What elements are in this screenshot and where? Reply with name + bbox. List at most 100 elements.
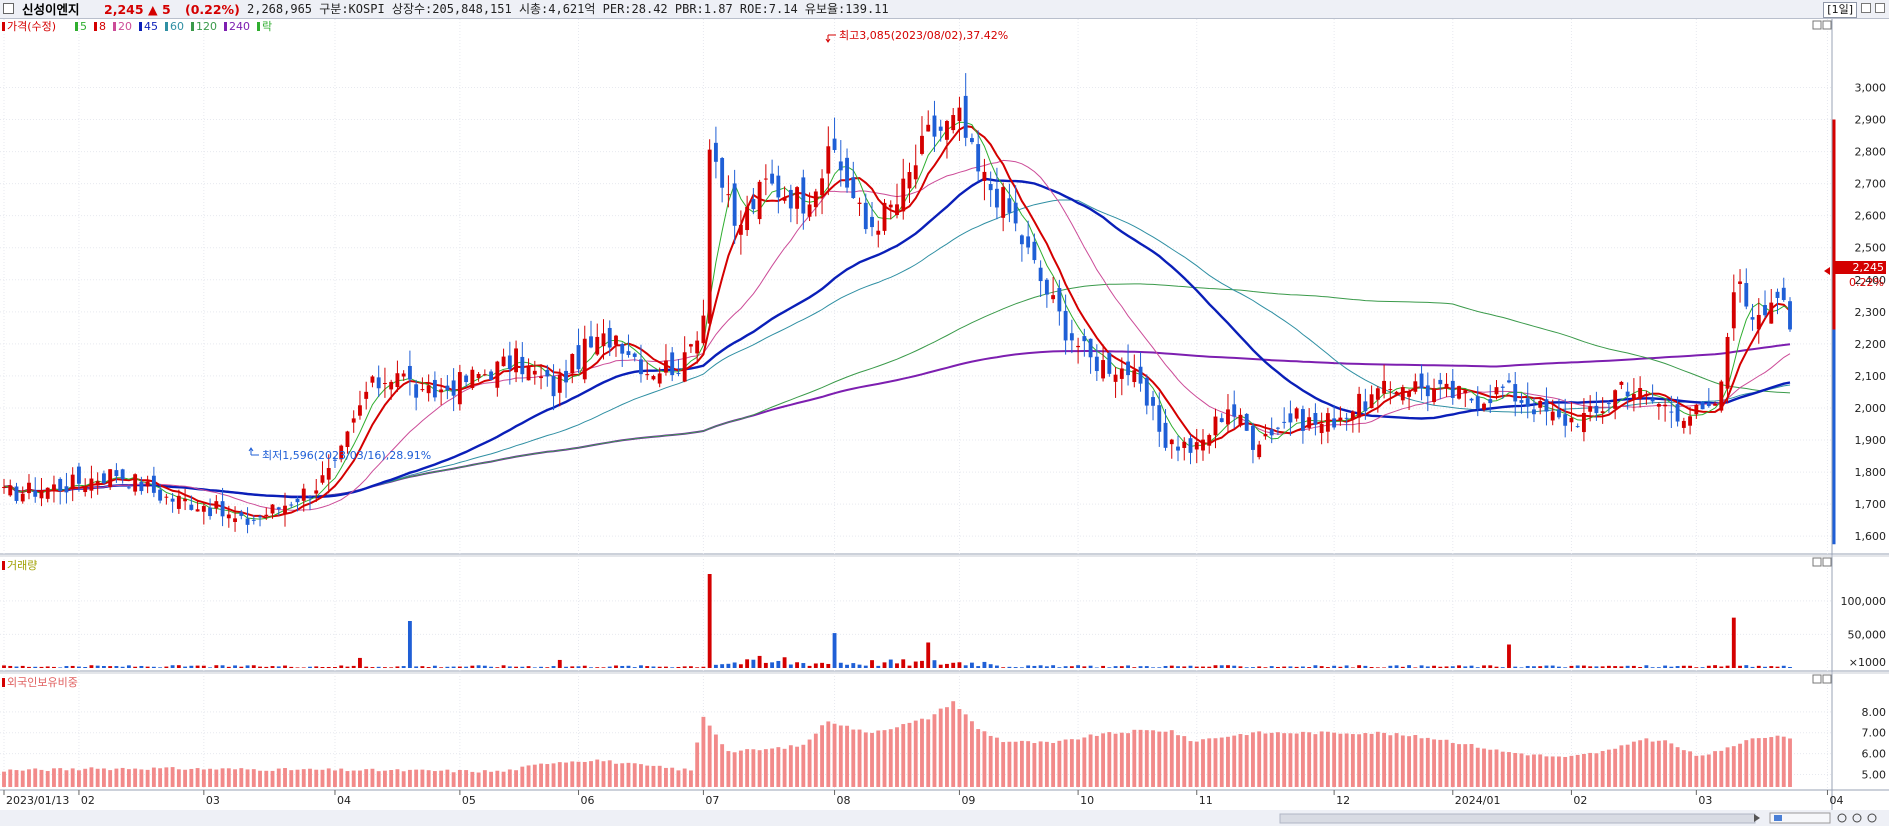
volume-bar [432, 665, 437, 668]
volume-bar [158, 667, 163, 668]
candle-body [1650, 398, 1655, 402]
legend-swatch [94, 22, 97, 31]
volume-bar [8, 665, 13, 668]
candle-body [1606, 403, 1611, 405]
volume-bar [451, 666, 456, 668]
volume-bar [1763, 666, 1767, 668]
candle-body [501, 356, 506, 367]
stock-chart[interactable]: 1,600 1,700 1,800 1,900 2,000 2,100 2,200 2,300… [0, 19, 1889, 826]
candle-body [1669, 411, 1674, 413]
volume-bar [895, 663, 899, 668]
period-selector[interactable]: [1일] [1823, 2, 1857, 18]
foreign-bar [52, 768, 56, 787]
foreign-bar [1763, 737, 1767, 787]
volume-bar [770, 662, 775, 668]
foreign-bar [1032, 743, 1037, 787]
candle-body [963, 95, 968, 138]
price-tick-label: 2,000 [1855, 402, 1887, 415]
volume-bar [1213, 665, 1218, 668]
foreign-tick-label: 6.00 [1862, 748, 1887, 761]
foreign-bar [745, 749, 750, 787]
candle-body [101, 473, 106, 484]
checkbox-icon[interactable] [3, 3, 14, 14]
legend-swatch [257, 22, 260, 31]
candle-body [1432, 388, 1436, 403]
candle-body [1038, 267, 1043, 282]
foreign-bar [1738, 743, 1742, 787]
volume-bar [1357, 665, 1362, 668]
volume-bar [745, 659, 750, 668]
volume-bar [1375, 667, 1380, 668]
candle-body [1263, 433, 1268, 437]
foreign-bar [1238, 734, 1243, 787]
volume-bar [395, 666, 400, 668]
candle-body [464, 375, 469, 383]
volume-bar [1132, 667, 1137, 668]
foreign-bar [126, 769, 131, 787]
volume-bar [589, 667, 593, 668]
foreign-bar [920, 718, 924, 787]
volume-bar [220, 665, 225, 668]
panel-buttons[interactable] [1812, 20, 1832, 684]
candle-body [1219, 418, 1224, 423]
candle-body [1188, 438, 1193, 453]
foreign-bar [1769, 737, 1774, 787]
candle-body [570, 354, 575, 374]
foreign-bar [1775, 735, 1780, 787]
volume-bar [945, 663, 949, 668]
candle-body [64, 486, 69, 493]
candle-body [1388, 389, 1393, 391]
volume-bar [951, 662, 956, 668]
volume-bar [1744, 665, 1749, 668]
price-tick-label: 2,100 [1855, 370, 1887, 383]
foreign-bar [370, 768, 375, 787]
foreign-bar [851, 729, 856, 787]
foreign-bar [1226, 736, 1230, 787]
candle-body [1338, 417, 1343, 421]
volume-bar [838, 662, 843, 668]
candle-body [732, 183, 737, 226]
time-tick-label: 12 [1336, 794, 1350, 807]
candle-body [1619, 381, 1624, 385]
time-tick-label: 11 [1199, 794, 1213, 807]
volume-bar [1400, 666, 1405, 668]
price-tick-label: 1,700 [1855, 498, 1887, 511]
current-price-pct: 0.22% [1849, 276, 1884, 289]
foreign-bar [1713, 751, 1717, 787]
foreign-bar [489, 771, 494, 787]
candle-body [1001, 187, 1006, 218]
candle-body [1044, 279, 1049, 295]
volume-bar [788, 664, 793, 668]
foreign-bar [1026, 741, 1031, 787]
candle-body [1694, 404, 1699, 415]
foreign-bar [626, 762, 631, 787]
foreign-bar [539, 763, 543, 787]
candle-body [89, 478, 94, 491]
current-price-value: 2,245 [1853, 261, 1885, 274]
candle-body [838, 161, 843, 171]
volume-bar [1307, 667, 1312, 668]
volume-bar [970, 662, 974, 668]
foreign-bar [751, 749, 756, 787]
volume-bar [738, 664, 743, 668]
volume-bar [1044, 666, 1049, 668]
maximize-icon[interactable] [1875, 3, 1885, 13]
candle-body [1750, 317, 1755, 320]
volume-bar [1138, 666, 1143, 668]
horizontal-scrollbar[interactable] [0, 810, 1889, 826]
minimize-icon[interactable] [1861, 3, 1871, 13]
volume-bar [1575, 665, 1580, 668]
candle-body [158, 489, 163, 501]
volume-bar [476, 665, 481, 668]
volume-legend: 거래량 [2, 559, 37, 572]
volume-bar [439, 667, 444, 668]
foreign-bar [857, 729, 862, 787]
candle-body [1088, 338, 1093, 358]
candle-body [726, 194, 731, 196]
foreign-bar [1001, 742, 1006, 787]
candle-body [1344, 417, 1349, 419]
volume-bar [857, 664, 862, 668]
volume-bar [1313, 665, 1318, 668]
foreign-bar [1744, 740, 1749, 787]
candle-body [970, 138, 974, 143]
